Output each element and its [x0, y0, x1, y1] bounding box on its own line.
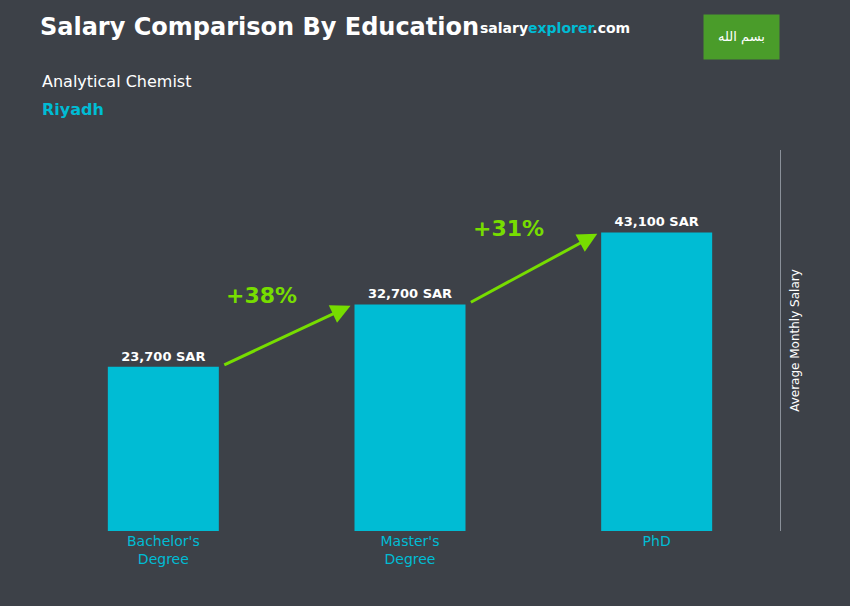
svg-text:+31%: +31% — [473, 216, 544, 241]
svg-text:Master'sDegree: Master'sDegree — [381, 533, 440, 567]
svg-text:salaryexplorer.com: salaryexplorer.com — [480, 20, 630, 36]
svg-text:PhD: PhD — [643, 533, 671, 549]
svg-text:23,700 SAR: 23,700 SAR — [121, 349, 205, 364]
svg-text:Bachelor'sDegree: Bachelor'sDegree — [127, 533, 200, 567]
svg-text:Analytical Chemist: Analytical Chemist — [42, 72, 191, 91]
svg-text:بسم الله: بسم الله — [718, 29, 765, 45]
svg-text:Salary Comparison By Education: Salary Comparison By Education — [40, 13, 479, 41]
svg-text:Riyadh: Riyadh — [42, 100, 104, 119]
svg-text:Average Monthly Salary: Average Monthly Salary — [788, 269, 802, 412]
svg-text:+38%: +38% — [226, 283, 297, 308]
svg-text:32,700 SAR: 32,700 SAR — [368, 286, 452, 301]
svg-text:43,100 SAR: 43,100 SAR — [615, 214, 699, 229]
